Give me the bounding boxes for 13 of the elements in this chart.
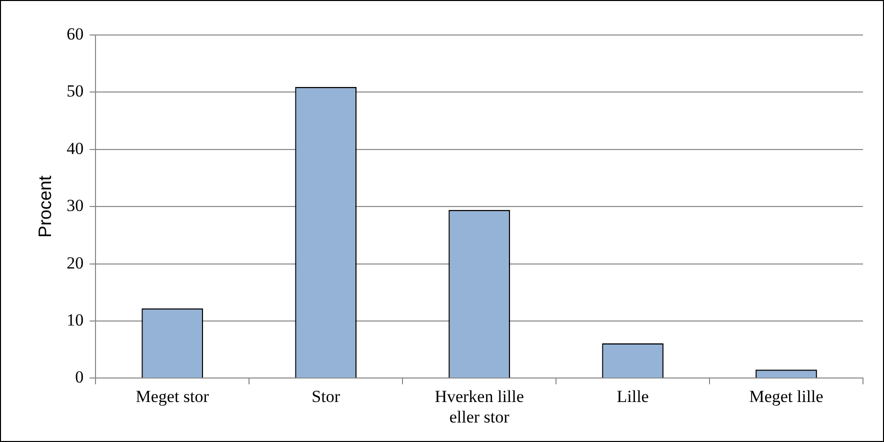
- y-tick-label: 40: [66, 138, 84, 158]
- y-tick-label: 60: [66, 24, 84, 44]
- y-tick-label: 50: [66, 82, 84, 101]
- x-tick-label: Lille: [616, 386, 649, 406]
- x-tick-label: Stor: [312, 386, 340, 406]
- x-tick-label: Meget stor: [136, 386, 210, 406]
- x-tick-label: Hverken lille eller stor: [434, 386, 524, 426]
- y-tick-label: 10: [66, 310, 84, 330]
- y-tick-label: 0: [75, 368, 84, 387]
- y-axis-title: Procent: [34, 176, 55, 238]
- y-tick-label: 20: [66, 253, 84, 272]
- x-tick-label: Meget lille: [749, 386, 824, 406]
- y-tick-label: 30: [66, 196, 84, 216]
